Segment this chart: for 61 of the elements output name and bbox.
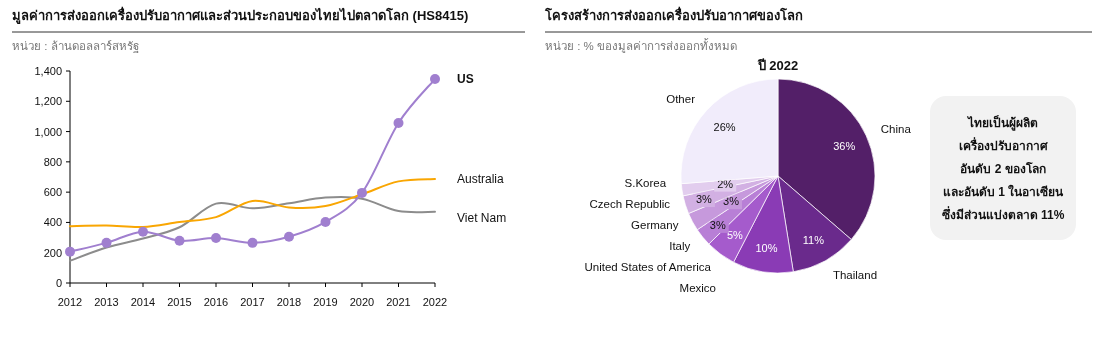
x-tick-label: 2018 [276,296,302,308]
y-tick-label: 400 [43,216,62,229]
data-label: 3% [709,218,726,231]
point [174,235,185,246]
y-tick-label: 1,200 [34,95,62,108]
point [284,231,294,242]
series-label: Viet Nam [457,210,507,225]
legend-label: Czech Republic [589,197,671,210]
data-label: 10% [755,241,778,254]
point [247,237,258,248]
point [320,216,331,227]
x-tick-label: 2020 [349,296,375,308]
x-tick-label: 2019 [313,296,338,308]
text: ไทยเป็นผู้ผลิต [966,115,1038,131]
x-tick-label: 2013 [94,296,119,308]
point [138,226,148,237]
x-tick-label: 2015 [167,296,192,308]
text: อันดับ 2 ของโลก [960,161,1046,176]
slice-label: Thailand [832,268,878,281]
chart-subtitle: หน่วย : ล้านดอลลาร์สหรัฐ [12,39,139,53]
point [65,246,75,257]
point [430,74,440,85]
data-label: 11% [802,233,825,246]
x-tick-label: 2012 [57,296,83,308]
point [393,117,404,128]
text: ซึ่งมีส่วนแบ่งตลาด 11% [941,206,1065,222]
y-tick-label: 800 [43,155,62,168]
series-label: Australia [457,171,505,186]
slice-label: Mexico [679,281,716,294]
slice-label: United States of America [584,260,712,273]
data-label: 5% [726,228,744,241]
text: เครื่องปรับอากาศ [958,137,1048,153]
y-tick-label: 0 [55,277,62,289]
data-label: 3% [723,195,740,208]
x-tick-label: 2014 [130,296,156,308]
data-label: 3% [695,193,713,206]
slice-label: Other [666,93,696,106]
chart-title: มูลค่าการส่งออกเครื่องปรับอากาศและส่วนประกอบของไทยไปตลาดโลก (HS8415) [12,6,469,24]
point [357,187,367,198]
data-label: 26% [713,120,736,133]
y-tick-label: 600 [43,186,62,199]
text: และอันดับ 1 ในอาเซียน [942,184,1065,199]
point [101,237,112,248]
chart-subtitle: หน่วย : % ของมูลค่าการส่งออกทั้งหมด [545,38,738,53]
x-tick-label: 2017 [240,296,265,308]
series-label: US [457,72,474,87]
text: ปี 2022 [756,58,799,73]
slice-label: China [880,123,912,136]
slice-label: S.Korea [624,176,667,189]
chart-title: โครงสร้างการส่งออกเครื่องปรับอากาศของโลก [544,6,803,23]
slice-label: Germany [631,218,679,231]
x-tick-label: 2016 [203,296,229,308]
y-tick-label: 1,400 [34,65,62,77]
slice-label: Italy [669,239,691,252]
y-tick-label: 1,000 [34,125,62,138]
y-tick-label: 200 [43,246,62,259]
data-label: 2% [717,177,734,190]
data-label: 36% [833,139,856,152]
x-tick-label: 2021 [386,296,411,308]
x-tick-label: 2022 [422,296,448,308]
point [211,233,221,244]
